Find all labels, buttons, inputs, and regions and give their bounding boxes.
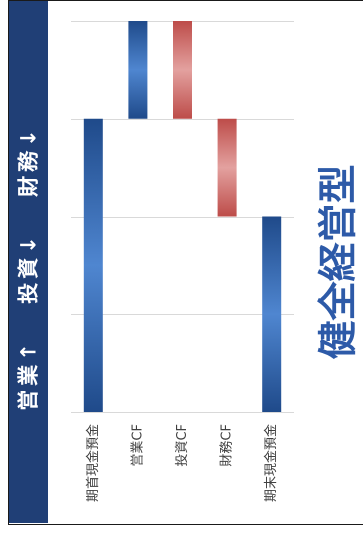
waterfall-bar-5 [262,216,282,412]
waterfall-bar-1 [83,118,103,412]
x-tick-label: 期首現金預金 [85,424,101,502]
x-tick-label: 期末現金預金 [263,424,279,502]
x-tick-label: 営業CF [129,424,145,467]
waterfall-bar-2 [128,21,148,119]
x-tick-label: 財務CF [220,424,235,467]
waterfall-bar-4 [217,118,237,217]
headline: 健全経営型 [316,164,362,360]
waterfall-bar-3 [173,21,192,119]
x-axis-labels: 期首現金預金 営業CF 投資CF 財務CF 期末現金預金 [85,424,279,502]
x-tick-label: 投資CF [174,424,190,467]
title-band [9,1,48,523]
bars [83,21,282,412]
